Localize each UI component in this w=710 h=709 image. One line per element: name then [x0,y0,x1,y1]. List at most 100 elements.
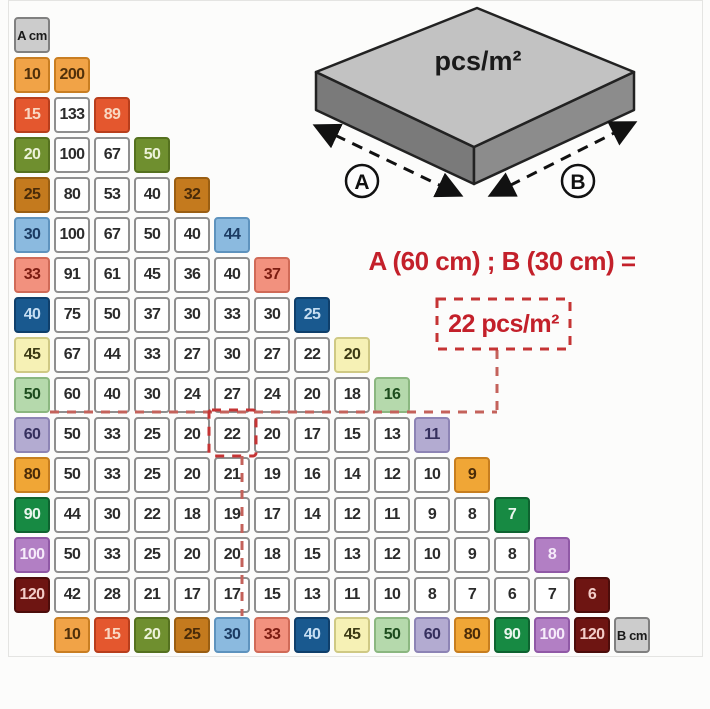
b-header-80: 80 [454,617,490,653]
b-header-25: 25 [174,617,210,653]
cell-a25-b20: 40 [134,177,170,213]
cell-a40-b30: 33 [214,297,250,333]
cell-a30-b20: 50 [134,217,170,253]
cell-a33-b33: 37 [254,257,290,293]
a-header-30: 30 [14,217,50,253]
cell-a25-b15: 53 [94,177,130,213]
cell-a50-b15: 40 [94,377,130,413]
cell-a120-b100: 7 [534,577,570,613]
cell-a80-b10: 50 [54,457,90,493]
cell-a120-b60: 8 [414,577,450,613]
cell-a90-b50: 11 [374,497,410,533]
cell-a60-b45: 15 [334,417,370,453]
cell-a30-b25: 40 [174,217,210,253]
cell-a60-b40: 17 [294,417,330,453]
cell-a50-b40: 20 [294,377,330,413]
cell-a60-b50: 13 [374,417,410,453]
a-header-25: 25 [14,177,50,213]
dimension-arrow-a [312,123,464,198]
cell-a90-b45: 12 [334,497,370,533]
cell-a80-b50: 12 [374,457,410,493]
letter-b: B [570,171,585,194]
cell-a60-b30: 22 [214,417,250,453]
cell-a50-b45: 18 [334,377,370,413]
cell-a100-b90: 8 [494,537,530,573]
cell-a20-b15: 67 [94,137,130,173]
b-header-30: 30 [214,617,250,653]
cell-a90-b30: 19 [214,497,250,533]
a-header-45: 45 [14,337,50,373]
cell-a15-b10: 133 [54,97,90,133]
cell-a33-b30: 40 [214,257,250,293]
cell-a120-b15: 28 [94,577,130,613]
cell-a45-b45: 20 [334,337,370,373]
cell-a120-b120: 6 [574,577,610,613]
cell-a45-b20: 33 [134,337,170,373]
cell-a10-b10: 200 [54,57,90,93]
cell-a120-b80: 7 [454,577,490,613]
cell-a80-b25: 20 [174,457,210,493]
cell-a80-b15: 33 [94,457,130,493]
a-header-40: 40 [14,297,50,333]
cell-a80-b33: 19 [254,457,290,493]
cell-a90-b25: 18 [174,497,210,533]
cell-a33-b15: 61 [94,257,130,293]
b-header-20: 20 [134,617,170,653]
cell-a30-b10: 100 [54,217,90,253]
b-header-33: 33 [254,617,290,653]
circle-a-badge [344,163,380,199]
cell-a33-b25: 36 [174,257,210,293]
cell-a100-b20: 25 [134,537,170,573]
cell-a60-b10: 50 [54,417,90,453]
cell-a25-b25: 32 [174,177,210,213]
cell-a40-b40: 25 [294,297,330,333]
b-header-60: 60 [414,617,450,653]
pcs-per-m2-label: pcs/m² [434,46,521,76]
a-axis-label: A cm [14,17,50,53]
cell-a60-b15: 33 [94,417,130,453]
dimension-arrow-b [487,121,638,197]
cell-a100-b80: 9 [454,537,490,573]
cell-a40-b20: 37 [134,297,170,333]
circle-b-badge [560,163,596,199]
cell-a60-b60: 11 [414,417,450,453]
a-header-10: 10 [14,57,50,93]
cell-a100-b33: 18 [254,537,290,573]
cell-a45-b40: 22 [294,337,330,373]
cell-a90-b20: 22 [134,497,170,533]
cell-a120-b25: 17 [174,577,210,613]
tile-illustration: pcs/m² A B [312,6,638,199]
cell-a30-b15: 67 [94,217,130,253]
b-header-100: 100 [534,617,570,653]
cell-a50-b50: 16 [374,377,410,413]
a-header-60: 60 [14,417,50,453]
cell-a80-b60: 10 [414,457,450,493]
cell-a45-b33: 27 [254,337,290,373]
cell-a100-b45: 13 [334,537,370,573]
cell-a45-b25: 27 [174,337,210,373]
cell-a120-b50: 10 [374,577,410,613]
cell-a20-b10: 100 [54,137,90,173]
cell-a100-b100: 8 [534,537,570,573]
b-header-40: 40 [294,617,330,653]
cell-a120-b40: 13 [294,577,330,613]
cell-a50-b25: 24 [174,377,210,413]
cell-a100-b40: 15 [294,537,330,573]
a-header-20: 20 [14,137,50,173]
formula-text: A (60 cm) ; B (30 cm) = [368,246,636,276]
cell-a60-b25: 20 [174,417,210,453]
cell-a120-b45: 11 [334,577,370,613]
cell-a100-b60: 10 [414,537,450,573]
cell-a80-b40: 16 [294,457,330,493]
cell-a45-b30: 30 [214,337,250,373]
cell-a45-b10: 67 [54,337,90,373]
cell-a40-b10: 75 [54,297,90,333]
pcs-per-m2-table: A cm 10 200 15 133 89 20 100 67 50 25 80 53 40 32 30 100… [14,17,670,673]
cell-a33-b10: 91 [54,257,90,293]
cell-a120-b30: 17 [214,577,250,613]
b-header-50: 50 [374,617,410,653]
cell-a80-b20: 25 [134,457,170,493]
result-text: 22 pcs/m² [448,309,559,338]
cell-a25-b10: 80 [54,177,90,213]
cell-a100-b10: 50 [54,537,90,573]
